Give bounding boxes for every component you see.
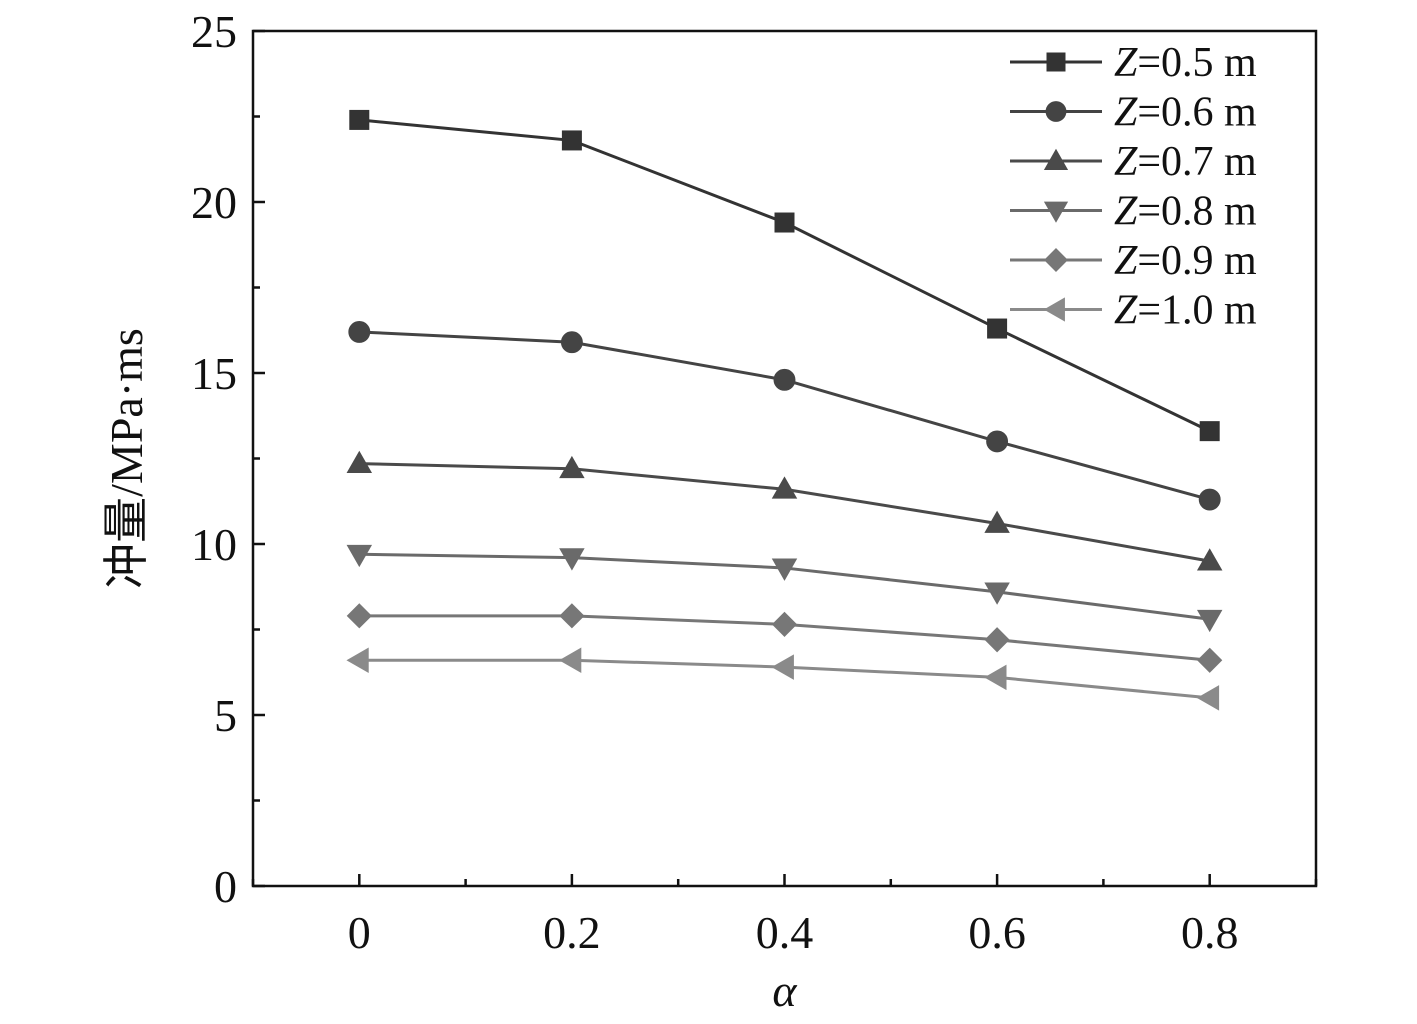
legend-marker	[1045, 101, 1067, 122]
legend-label-var: Z	[1114, 90, 1138, 136]
data-point	[987, 318, 1008, 339]
series-3	[346, 450, 1223, 571]
x-axis: 0 0.2 0.4 0.6 0.8	[251, 874, 1318, 958]
data-point	[346, 603, 372, 629]
series-4	[346, 544, 1223, 633]
data-point	[1196, 685, 1220, 711]
legend-label-rest: =0.8 m	[1137, 189, 1257, 235]
series-2	[348, 321, 1221, 511]
legend-label: Z=0.8 m	[1114, 189, 1257, 235]
y-tick-label: 15	[191, 348, 237, 399]
x-tick-label: 0.6	[968, 907, 1026, 958]
y-tick-label: 5	[214, 690, 237, 741]
legend-label-var: Z	[1114, 288, 1138, 334]
data-point	[984, 510, 1010, 533]
data-point	[346, 544, 373, 568]
data-point	[984, 664, 1007, 691]
y-axis: 0 5 10 15 20 25	[191, 6, 265, 912]
legend-label-var: Z	[1114, 189, 1138, 235]
legend-label-var: Z	[1114, 238, 1138, 284]
data-point	[346, 647, 369, 674]
legend-label-var: Z	[1114, 139, 1138, 185]
data-point	[559, 548, 585, 571]
data-point	[1199, 421, 1220, 442]
data-point	[1198, 488, 1221, 511]
legend-label: Z=0.9 m	[1114, 238, 1257, 284]
legend-marker	[1046, 52, 1066, 72]
x-axis-title: α	[772, 965, 797, 1016]
legend-marker	[1043, 148, 1069, 170]
legend-entry: Z=0.6 m	[1010, 90, 1257, 136]
data-point	[1196, 609, 1223, 633]
data-point	[771, 654, 794, 680]
y-tick-label: 10	[191, 519, 237, 570]
legend: Z=0.5 mZ=0.6 mZ=0.7 mZ=0.8 mZ=0.9 mZ=1.0…	[1010, 40, 1257, 334]
legend-marker	[1044, 248, 1068, 272]
data-point	[986, 430, 1009, 453]
data-point	[984, 627, 1010, 653]
legend-marker	[1043, 297, 1065, 322]
series-6	[346, 647, 1220, 711]
data-point	[559, 647, 582, 674]
x-tick-label: 0.8	[1181, 907, 1239, 958]
legend-entry: Z=0.8 m	[1010, 189, 1257, 235]
legend-label-var: Z	[1114, 40, 1138, 86]
legend-label: Z=0.7 m	[1114, 139, 1257, 185]
legend-label: Z=1.0 m	[1114, 288, 1257, 334]
legend-entry: Z=0.7 m	[1010, 139, 1257, 185]
series-layer	[346, 109, 1223, 711]
data-point	[346, 450, 373, 474]
legend-label-rest: =0.6 m	[1137, 90, 1257, 136]
x-tick-label: 0.4	[756, 907, 814, 958]
data-point	[771, 611, 798, 637]
data-point	[1197, 647, 1223, 673]
data-point	[349, 109, 370, 130]
data-point	[773, 368, 796, 391]
series-1	[349, 109, 1220, 442]
legend-entry: Z=0.5 m	[1010, 40, 1257, 86]
y-tick-label: 25	[191, 6, 237, 57]
data-point	[559, 455, 585, 479]
data-point	[348, 321, 371, 343]
legend-marker	[1043, 201, 1069, 223]
data-point	[774, 212, 795, 233]
legend-entry: Z=1.0 m	[1010, 288, 1257, 334]
legend-label-rest: =1.0 m	[1137, 288, 1257, 334]
legend-label-rest: =0.7 m	[1137, 139, 1257, 185]
data-point	[771, 558, 798, 581]
data-point	[560, 331, 583, 354]
data-point	[561, 130, 582, 151]
legend-entry: Z=0.9 m	[1010, 238, 1257, 284]
series-line	[359, 330, 1211, 501]
y-tick-label: 20	[191, 177, 237, 228]
x-tick-label: 0	[348, 907, 371, 958]
data-point	[1196, 548, 1223, 571]
y-tick-label: 0	[214, 861, 237, 912]
y-axis-title: 冲量/MPa·ms	[101, 328, 152, 589]
legend-label-rest: =0.9 m	[1137, 238, 1257, 284]
x-tick-label: 0.2	[543, 907, 601, 958]
data-point	[771, 476, 798, 499]
legend-label: Z=0.5 m	[1114, 40, 1257, 86]
legend-label: Z=0.6 m	[1114, 90, 1257, 136]
data-point	[984, 582, 1010, 605]
legend-label-rest: =0.5 m	[1137, 40, 1257, 86]
data-point	[559, 603, 585, 629]
series-5	[346, 603, 1223, 673]
